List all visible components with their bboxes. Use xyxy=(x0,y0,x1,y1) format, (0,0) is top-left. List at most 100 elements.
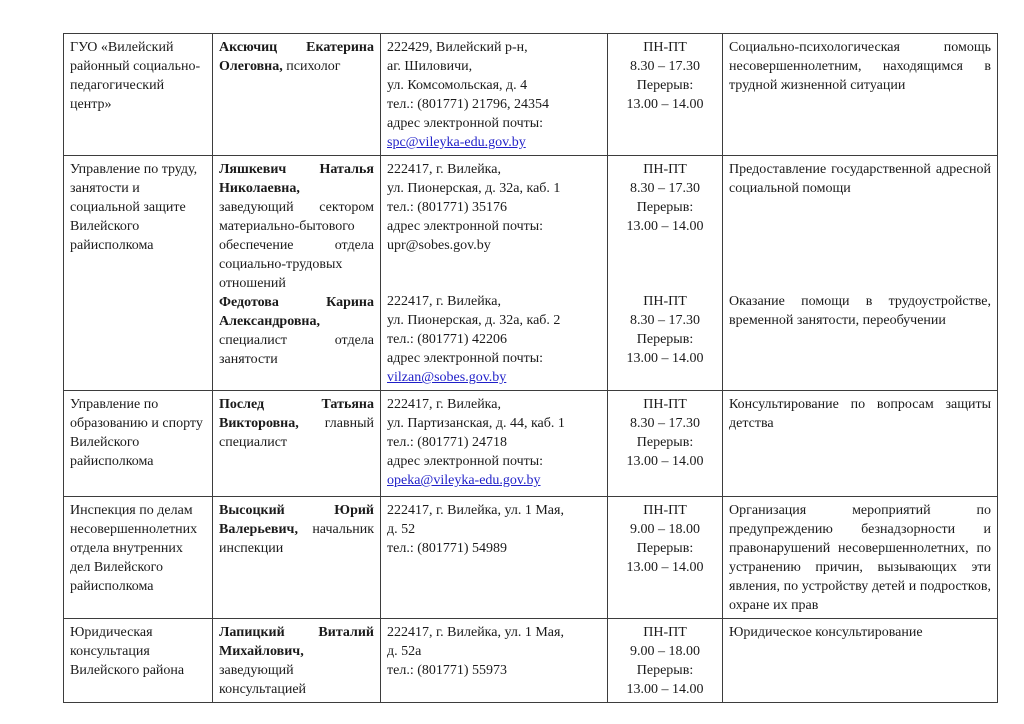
person-role: специалист отдела занятости xyxy=(219,333,374,367)
address-line: аг. Шиловичи, xyxy=(387,59,473,74)
person-cell: Аксючиц Екатерина Олеговна, психолог xyxy=(212,33,381,156)
service-cell: Предоставление государственной адресной … xyxy=(722,155,998,391)
address-line: 222417, г. Вилейка, xyxy=(387,294,501,309)
organization-name: Управление по образованию и спорту Вилей… xyxy=(70,397,203,469)
schedule-line: ПН-ПТ xyxy=(643,40,687,55)
address-cell: 222417, г. Вилейка, ул. Пионерская, д. 3… xyxy=(380,155,608,391)
address-cell: 222429, Вилейский р-н, аг. Шиловичи, ул.… xyxy=(380,33,608,156)
table-row: Управление по образованию и спорту Вилей… xyxy=(63,390,998,497)
schedule-cell: ПН-ПТ 8.30 – 17.30 Перерыв: 13.00 – 14.0… xyxy=(607,390,723,497)
address-line: адрес электронной почты: xyxy=(387,116,544,131)
address-block: 222417, г. Вилейка, ул. Пионерская, д. 3… xyxy=(387,160,601,292)
email-link[interactable]: opeka@vileyka-edu.gov.by xyxy=(387,473,541,488)
table-row: Юридическая консультация Вилейского райо… xyxy=(63,618,998,703)
schedule-line: 8.30 – 17.30 xyxy=(630,313,700,328)
schedule-block: ПН-ПТ 8.30 – 17.30 Перерыв: 13.00 – 14.0… xyxy=(614,160,716,292)
address-line: тел.: (801771) 35176 xyxy=(387,200,508,215)
person-name: Лапицкий Виталий Михайлович, xyxy=(219,625,374,659)
email-link[interactable]: spc@vileyka-edu.gov.by xyxy=(387,135,526,150)
schedule-line: ПН-ПТ xyxy=(643,625,687,640)
schedule-cell: ПН-ПТ 8.30 – 17.30 Перерыв: 13.00 – 14.0… xyxy=(607,155,723,391)
service-cell: Организация мероприятий по предупреждени… xyxy=(722,496,998,619)
email-text: upr@sobes.gov.by xyxy=(387,238,491,253)
schedule-line: Перерыв: xyxy=(636,332,694,347)
schedule-line: 13.00 – 14.00 xyxy=(626,454,704,469)
address-line: ул. Пионерская, д. 32а, каб. 2 xyxy=(387,313,561,328)
organization-name: Юридическая консультация Вилейского райо… xyxy=(70,625,185,678)
address-line: адрес электронной почты: xyxy=(387,351,544,366)
contact-entry: Ляшкевич Наталья Николаевна, заведующий … xyxy=(219,160,374,293)
table-row: ГУО «Вилейский районный социально-педаго… xyxy=(63,33,998,156)
address-line: 222429, Вилейский р-н, xyxy=(387,40,528,55)
organization-name: Инспекция по делам несовершеннолетних от… xyxy=(70,503,198,594)
schedule-line: 13.00 – 14.00 xyxy=(626,97,704,112)
org-cell: Управление по труду, занятости и социаль… xyxy=(63,155,213,391)
person-role: начальник инспекции xyxy=(219,522,374,556)
address-line: ул. Пионерская, д. 32а, каб. 1 xyxy=(387,181,561,196)
schedule-line: 8.30 – 17.30 xyxy=(630,59,700,74)
schedule-line: 13.00 – 14.00 xyxy=(626,219,704,234)
org-cell: Юридическая консультация Вилейского райо… xyxy=(63,618,213,703)
person-name: Федотова Карина Александровна, xyxy=(219,295,374,329)
person-name: Ляшкевич Наталья Николаевна, xyxy=(219,162,374,196)
address-line: тел.: (801771) 54989 xyxy=(387,541,508,556)
service-cell: Юридическое консультирование xyxy=(722,618,998,703)
org-cell: Управление по образованию и спорту Вилей… xyxy=(63,390,213,497)
address-line: тел.: (801771) 42206 xyxy=(387,332,508,347)
address-line: д. 52 xyxy=(387,522,416,537)
schedule-cell: ПН-ПТ 8.30 – 17.30 Перерыв: 13.00 – 14.0… xyxy=(607,33,723,156)
schedule-line: ПН-ПТ xyxy=(643,397,687,412)
address-cell: 222417, г. Вилейка, ул. 1 Мая, д. 52а те… xyxy=(380,618,608,703)
person-role: заведующий консультацией xyxy=(219,663,307,697)
contact-entry: Высоцкий Юрий Валерьевич, начальник инсп… xyxy=(219,501,374,558)
email-link[interactable]: vilzan@sobes.gov.by xyxy=(387,370,507,385)
schedule-block: ПН-ПТ 8.30 – 17.30 Перерыв: 13.00 – 14.0… xyxy=(614,292,716,368)
contact-entry: Аксючиц Екатерина Олеговна, психолог xyxy=(219,38,374,76)
contacts-table: ГУО «Вилейский районный социально-педаго… xyxy=(63,33,998,703)
schedule-line: 9.00 – 18.00 xyxy=(630,522,700,537)
address-line: 222417, г. Вилейка, xyxy=(387,162,501,177)
table-row: Инспекция по делам несовершеннолетних от… xyxy=(63,496,998,619)
org-cell: Инспекция по делам несовершеннолетних от… xyxy=(63,496,213,619)
person-name: Аксючиц Екатерина Олеговна, xyxy=(219,40,374,74)
address-line: ул. Комсомольская, д. 4 xyxy=(387,78,528,93)
person-name: Высоцкий Юрий Валерьевич, xyxy=(219,503,374,537)
schedule-line: 13.00 – 14.00 xyxy=(626,682,704,697)
organization-name: ГУО «Вилейский районный социально-педаго… xyxy=(70,40,201,112)
address-block: 222417, г. Вилейка, ул. Пионерская, д. 3… xyxy=(387,292,601,387)
address-cell: 222417, г. Вилейка, ул. 1 Мая, д. 52 тел… xyxy=(380,496,608,619)
schedule-cell: ПН-ПТ 9.00 – 18.00 Перерыв: 13.00 – 14.0… xyxy=(607,618,723,703)
address-line: адрес электронной почты: xyxy=(387,219,544,234)
service-text: Предоставление государственной адресной … xyxy=(729,162,991,196)
schedule-line: 8.30 – 17.30 xyxy=(630,416,700,431)
schedule-line: Перерыв: xyxy=(636,78,694,93)
address-line: ул. Партизанская, д. 44, каб. 1 xyxy=(387,416,565,431)
schedule-line: 8.30 – 17.30 xyxy=(630,181,700,196)
schedule-line: Перерыв: xyxy=(636,435,694,450)
service-text: Консультирование по вопросам защиты детс… xyxy=(729,397,991,431)
service-text: Юридическое консультирование xyxy=(729,625,923,640)
contact-entry: Послед Татьяна Викторовна, главный специ… xyxy=(219,395,374,452)
address-line: 222417, г. Вилейка, ул. 1 Мая, xyxy=(387,625,564,640)
schedule-line: Перерыв: xyxy=(636,541,694,556)
schedule-line: ПН-ПТ xyxy=(643,162,687,177)
schedule-line: Перерыв: xyxy=(636,663,694,678)
person-cell: Высоцкий Юрий Валерьевич, начальник инсп… xyxy=(212,496,381,619)
org-cell: ГУО «Вилейский районный социально-педаго… xyxy=(63,33,213,156)
schedule-line: Перерыв: xyxy=(636,200,694,215)
service-text: Оказание помощи в трудоустройстве, време… xyxy=(729,294,991,328)
schedule-line: 9.00 – 18.00 xyxy=(630,644,700,659)
person-name: Послед Татьяна Викторовна, xyxy=(219,397,374,431)
contact-entry: Федотова Карина Александровна, специалис… xyxy=(219,293,374,369)
schedule-line: ПН-ПТ xyxy=(643,294,687,309)
person-cell: Лапицкий Виталий Михайлович, заведующий … xyxy=(212,618,381,703)
service-cell: Консультирование по вопросам защиты детс… xyxy=(722,390,998,497)
address-cell: 222417, г. Вилейка, ул. Партизанская, д.… xyxy=(380,390,608,497)
schedule-line: ПН-ПТ xyxy=(643,503,687,518)
schedule-cell: ПН-ПТ 9.00 – 18.00 Перерыв: 13.00 – 14.0… xyxy=(607,496,723,619)
schedule-line: 13.00 – 14.00 xyxy=(626,560,704,575)
service-cell: Социально-психологическая помощь несовер… xyxy=(722,33,998,156)
address-line: тел.: (801771) 24718 xyxy=(387,435,508,450)
service-text: Организация мероприятий по предупреждени… xyxy=(729,503,991,613)
person-cell: Ляшкевич Наталья Николаевна, заведующий … xyxy=(212,155,381,391)
